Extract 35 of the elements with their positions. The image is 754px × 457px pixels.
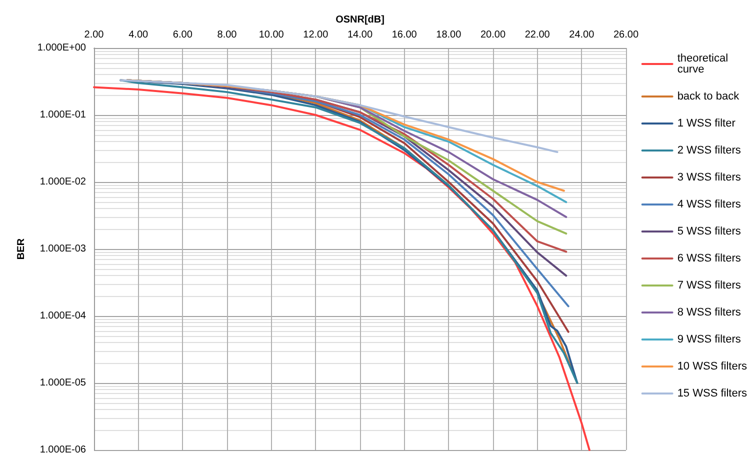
y-tick-label: 1.000E+00 [37, 42, 86, 54]
legend-label: 1 WSS filter [677, 118, 736, 130]
x-tick-label: 24.00 [569, 30, 595, 40]
legend-label: 4 WSS filters [677, 198, 742, 210]
legend-label: back to back [677, 90, 740, 102]
legend-label: 15 WSS filters [677, 388, 748, 400]
legend-label: 7 WSS filters [677, 280, 742, 292]
x-tick-label: 16.00 [392, 30, 418, 40]
y-tick-label: 1.000E-06 [40, 444, 86, 456]
x-tick-label: 10.00 [258, 30, 284, 40]
legend-label: 2 WSS filters [677, 144, 742, 156]
y-tick-label: 1.000E-03 [40, 244, 86, 254]
x-axis-title: OSNR[dB] [336, 14, 384, 26]
x-tick-label: 6.00 [172, 30, 193, 40]
x-tick-label: 22.00 [524, 30, 550, 40]
x-tick-label: 2.00 [84, 30, 104, 40]
x-tick-label: 8.00 [217, 30, 238, 40]
y-tick-label: 1.000E-02 [40, 176, 86, 188]
x-tick-label: 26.00 [613, 30, 639, 40]
x-tick-label: 14.00 [347, 30, 373, 40]
y-axis-title: BER [16, 238, 27, 260]
legend-label: 6 WSS filters [677, 252, 742, 264]
legend-label: theoretical curve [677, 52, 732, 76]
x-tick-label: 4.00 [128, 30, 148, 40]
y-tick-label: 1.000E-05 [40, 378, 86, 388]
y-tick-label: 1.000E-04 [40, 310, 86, 322]
legend-label: 10 WSS filters [677, 360, 748, 372]
x-tick-label: 18.00 [436, 30, 462, 40]
legend-label: 5 WSS filters [677, 226, 742, 238]
legend-label: 9 WSS filters [677, 334, 742, 346]
legend-label: 8 WSS filters [677, 306, 742, 318]
legend-label: 3 WSS filters [677, 172, 742, 184]
x-tick-label: 20.00 [480, 30, 506, 40]
x-tick-label: 12.00 [303, 30, 329, 40]
y-tick-label: 1.000E-01 [40, 110, 86, 120]
